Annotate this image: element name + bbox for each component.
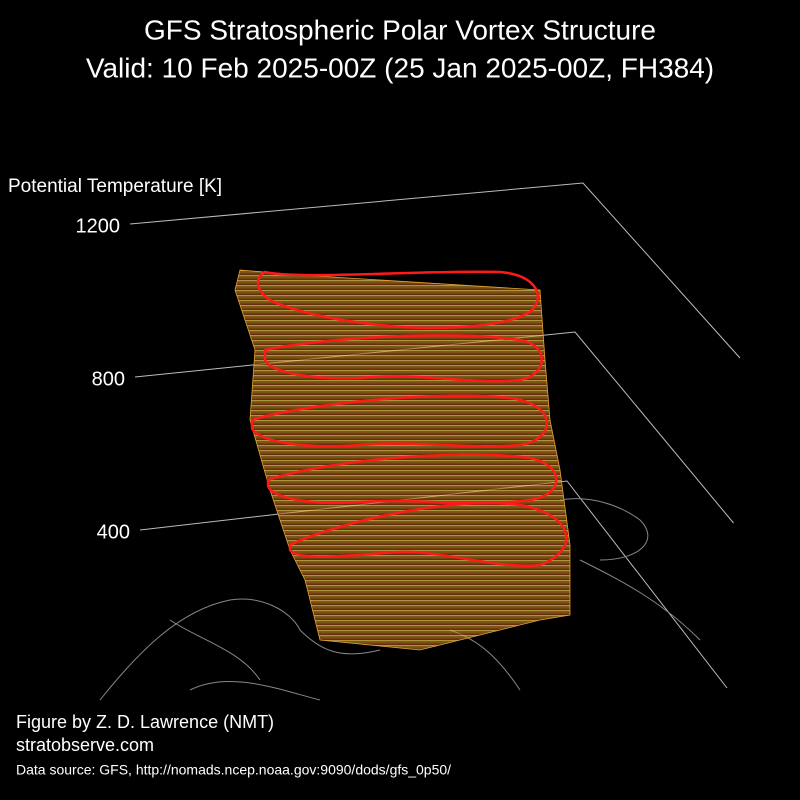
- credit: Figure by Z. D. Lawrence (NMT): [16, 712, 274, 732]
- vortex: [234, 269, 571, 651]
- credit-url: stratobserve.com: [16, 735, 154, 755]
- y-tick-label: 1200: [76, 215, 121, 237]
- y-tick-label: 400: [97, 521, 130, 543]
- chart-subtitle: Valid: 10 Feb 2025-00Z (25 Jan 2025-00Z,…: [86, 52, 714, 83]
- axis-label: Potential Temperature [K]: [8, 176, 222, 197]
- grid-line: [129, 182, 741, 359]
- data-source: Data source: GFS, http://nomads.ncep.noa…: [16, 762, 451, 778]
- y-tick-label: 800: [92, 368, 125, 390]
- coastlines: [99, 498, 701, 701]
- chart-title: GFS Stratospheric Polar Vortex Structure: [144, 14, 656, 45]
